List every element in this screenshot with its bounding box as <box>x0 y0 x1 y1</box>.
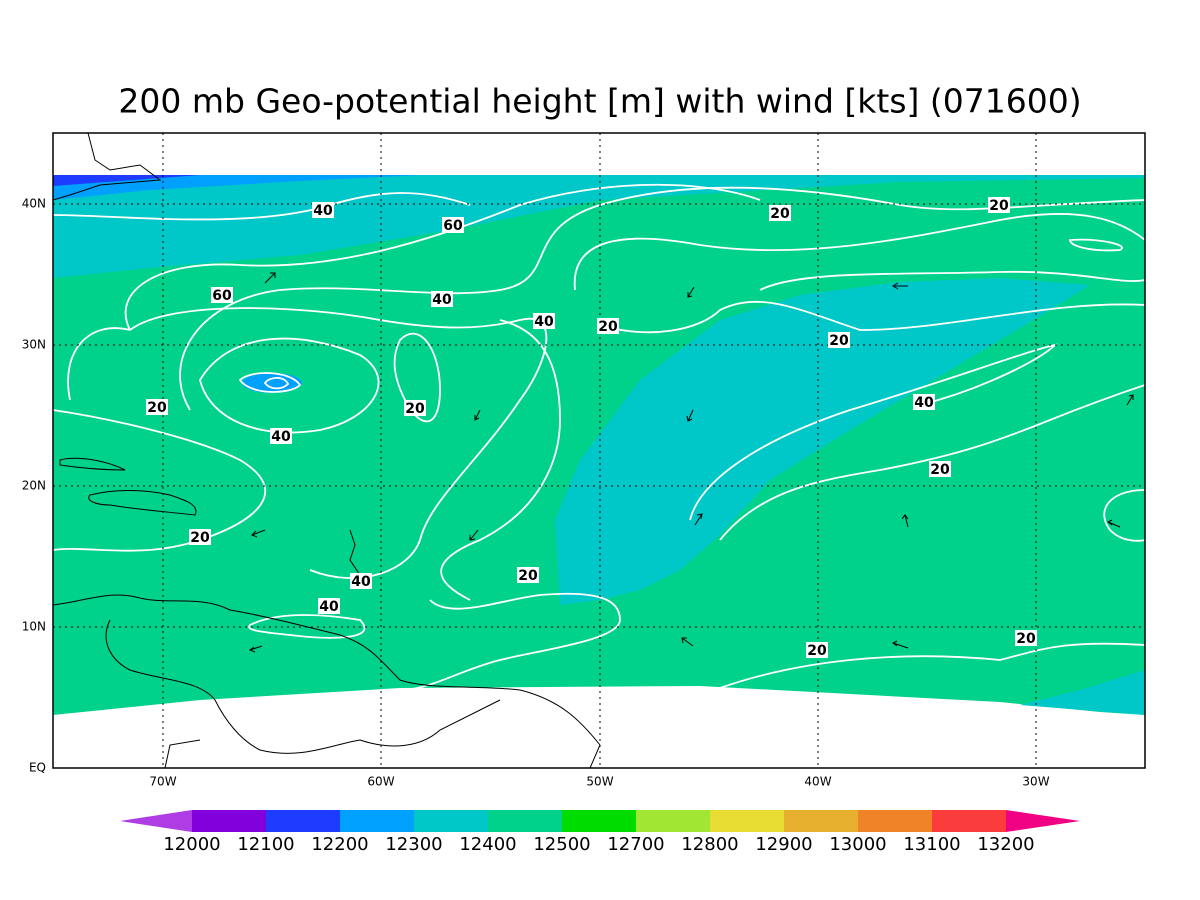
fill-region <box>53 175 1145 278</box>
contour-label: 60 <box>443 218 463 234</box>
label-box <box>146 399 168 415</box>
lon-label: 30W <box>1022 775 1049 789</box>
colorbar-cap <box>1006 810 1080 832</box>
label-box <box>828 332 850 348</box>
contour-label: 40 <box>319 599 339 615</box>
fill-region <box>1020 670 1145 715</box>
label-box <box>929 461 951 477</box>
colorbar-label: 13200 <box>977 834 1034 855</box>
colorbar-swatch <box>562 810 636 832</box>
contour-label: 20 <box>147 400 167 416</box>
colorbar: 12000 12100 12200 12300 12400 12500 12700 12800… <box>120 810 1080 855</box>
label-box <box>404 400 426 416</box>
colorbar-swatch <box>488 810 562 832</box>
colorbar-label: 12500 <box>533 834 590 855</box>
contour-label: 20 <box>989 198 1009 214</box>
contour-labels: 40 60 20 20 60 40 40 20 20 20 20 40 40 20 20 20 40 40 20 20 <box>146 197 1037 659</box>
contour-label: 40 <box>271 429 291 445</box>
colorbar-label: 12200 <box>311 834 368 855</box>
contour-label: 40 <box>313 203 333 219</box>
colorbar-label: 12700 <box>607 834 664 855</box>
coastlines <box>52 132 601 769</box>
axis-labels: 70W 60W 50W 40W 30W EQ 10N 20N 30N 40N <box>22 197 1050 789</box>
colorbar-swatch <box>636 810 710 832</box>
contour-label: 20 <box>829 333 849 349</box>
label-box <box>318 598 340 614</box>
contour-label: 40 <box>432 292 452 308</box>
label-box <box>806 642 828 658</box>
contour-label: 20 <box>1016 631 1036 647</box>
contour-label: 20 <box>190 530 210 546</box>
colorbar-swatch <box>266 810 340 832</box>
contour-label: 20 <box>598 319 618 335</box>
contour-label: 40 <box>534 314 554 330</box>
contour-label: 40 <box>351 574 371 590</box>
label-box <box>431 291 453 307</box>
colorbar-label: 12400 <box>459 834 516 855</box>
map-frame <box>52 132 1146 769</box>
label-box <box>211 287 233 303</box>
lat-label: 30N <box>22 338 46 352</box>
label-box <box>189 529 211 545</box>
lon-label: 70W <box>149 775 176 789</box>
colorbar-cap <box>120 810 192 832</box>
colorbar-swatch <box>858 810 932 832</box>
colorbar-swatch <box>414 810 488 832</box>
colorbar-swatch <box>784 810 858 832</box>
fill-region <box>53 175 200 186</box>
height-fill <box>53 175 1145 715</box>
colorbar-label: 12300 <box>385 834 442 855</box>
label-box <box>350 573 372 589</box>
contour-label: 40 <box>914 395 934 411</box>
colorbar-swatch <box>932 810 1006 832</box>
fill-region <box>242 373 302 393</box>
label-box <box>1015 630 1037 646</box>
colorbar-label: 12100 <box>237 834 294 855</box>
contours <box>52 183 1146 691</box>
contour-label: 20 <box>770 206 790 222</box>
label-box <box>270 428 292 444</box>
lat-label: 10N <box>22 620 46 634</box>
wind-arrows <box>248 272 1134 653</box>
colorbar-swatch <box>192 810 266 832</box>
colorbar-swatch <box>340 810 414 832</box>
contour-label: 20 <box>807 643 827 659</box>
label-box <box>913 394 935 410</box>
lon-label: 60W <box>367 775 394 789</box>
label-box <box>312 202 334 218</box>
fill-region <box>555 278 1090 605</box>
label-box <box>988 197 1010 213</box>
colorbar-label: 12900 <box>755 834 812 855</box>
lat-label: 40N <box>22 197 46 211</box>
label-box <box>517 567 539 583</box>
lon-label: 40W <box>804 775 831 789</box>
lat-label: EQ <box>29 761 46 775</box>
lon-label: 50W <box>586 775 613 789</box>
lat-label: 20N <box>22 479 46 493</box>
colorbar-label: 13000 <box>829 834 886 855</box>
contour-label: 20 <box>518 568 538 584</box>
label-box <box>442 217 464 233</box>
contour-label: 20 <box>930 462 950 478</box>
label-box <box>769 205 791 221</box>
label-box <box>597 318 619 334</box>
colorbar-label: 12800 <box>681 834 738 855</box>
contour-label: 60 <box>212 288 232 304</box>
label-box <box>533 313 555 329</box>
contour-label: 20 <box>405 401 425 417</box>
graticule <box>53 133 1145 768</box>
colorbar-swatch <box>710 810 784 832</box>
map-title: 200 mb Geo-potential height [m] with win… <box>118 82 1081 121</box>
colorbar-label: 13100 <box>903 834 960 855</box>
colorbar-label: 12000 <box>163 834 220 855</box>
